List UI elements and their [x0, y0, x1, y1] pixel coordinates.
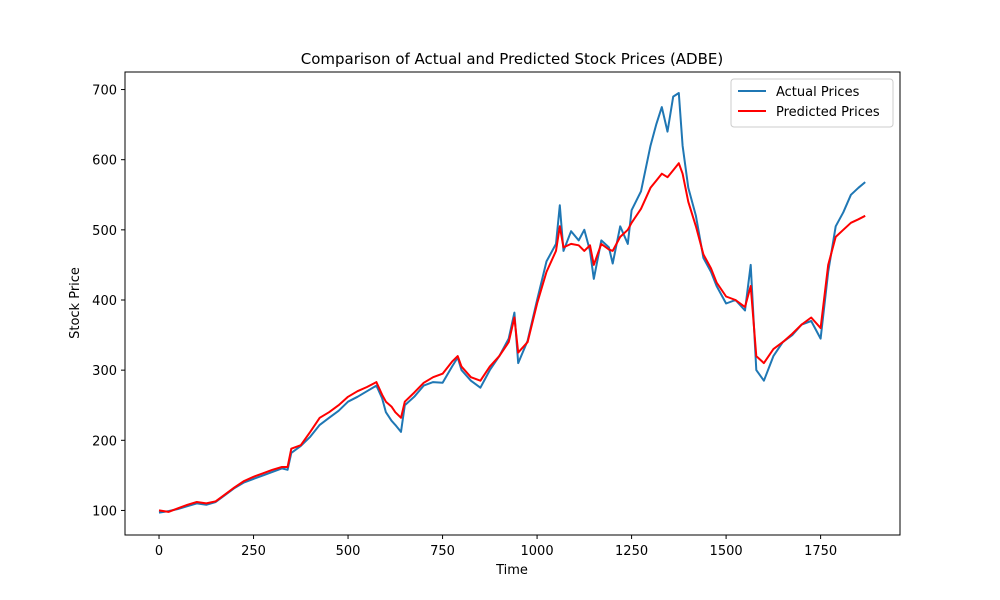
series-line-predicted [158, 162, 866, 513]
y-tick-label: 500 [92, 224, 117, 239]
y-tick-label: 400 [92, 294, 117, 309]
x-tick-label: 1750 [804, 544, 837, 559]
y-tick-label: 200 [92, 434, 117, 449]
x-tick-label: 1500 [710, 544, 743, 559]
y-axis-label: Stock Price [68, 267, 83, 339]
legend-label-actual: Actual Prices [776, 85, 860, 100]
y-tick-label: 100 [92, 504, 117, 519]
legend: Actual Prices Predicted Prices [730, 78, 894, 128]
legend-box [730, 78, 894, 128]
x-tick-label: 750 [430, 544, 455, 559]
x-tick-label: 1250 [615, 544, 648, 559]
plot-area [124, 71, 901, 536]
y-tick-label: 600 [92, 154, 117, 169]
plot-frame [124, 71, 901, 536]
series-layer [158, 92, 866, 514]
x-tick-label: 0 [155, 544, 163, 559]
x-tick-label: 500 [336, 544, 361, 559]
chart-title: Comparison of Actual and Predicted Stock… [301, 50, 723, 68]
x-axis-label: Time [495, 563, 528, 578]
y-tick-label: 300 [92, 364, 117, 379]
x-axis: 0 250 500 750 1000 1250 1500 1750 [155, 535, 837, 559]
y-axis: 100 200 300 400 500 600 700 [92, 84, 125, 519]
legend-label-predicted: Predicted Prices [776, 105, 880, 120]
y-tick-label: 700 [92, 84, 117, 99]
x-tick-label: 1000 [521, 544, 554, 559]
x-tick-label: 250 [241, 544, 266, 559]
